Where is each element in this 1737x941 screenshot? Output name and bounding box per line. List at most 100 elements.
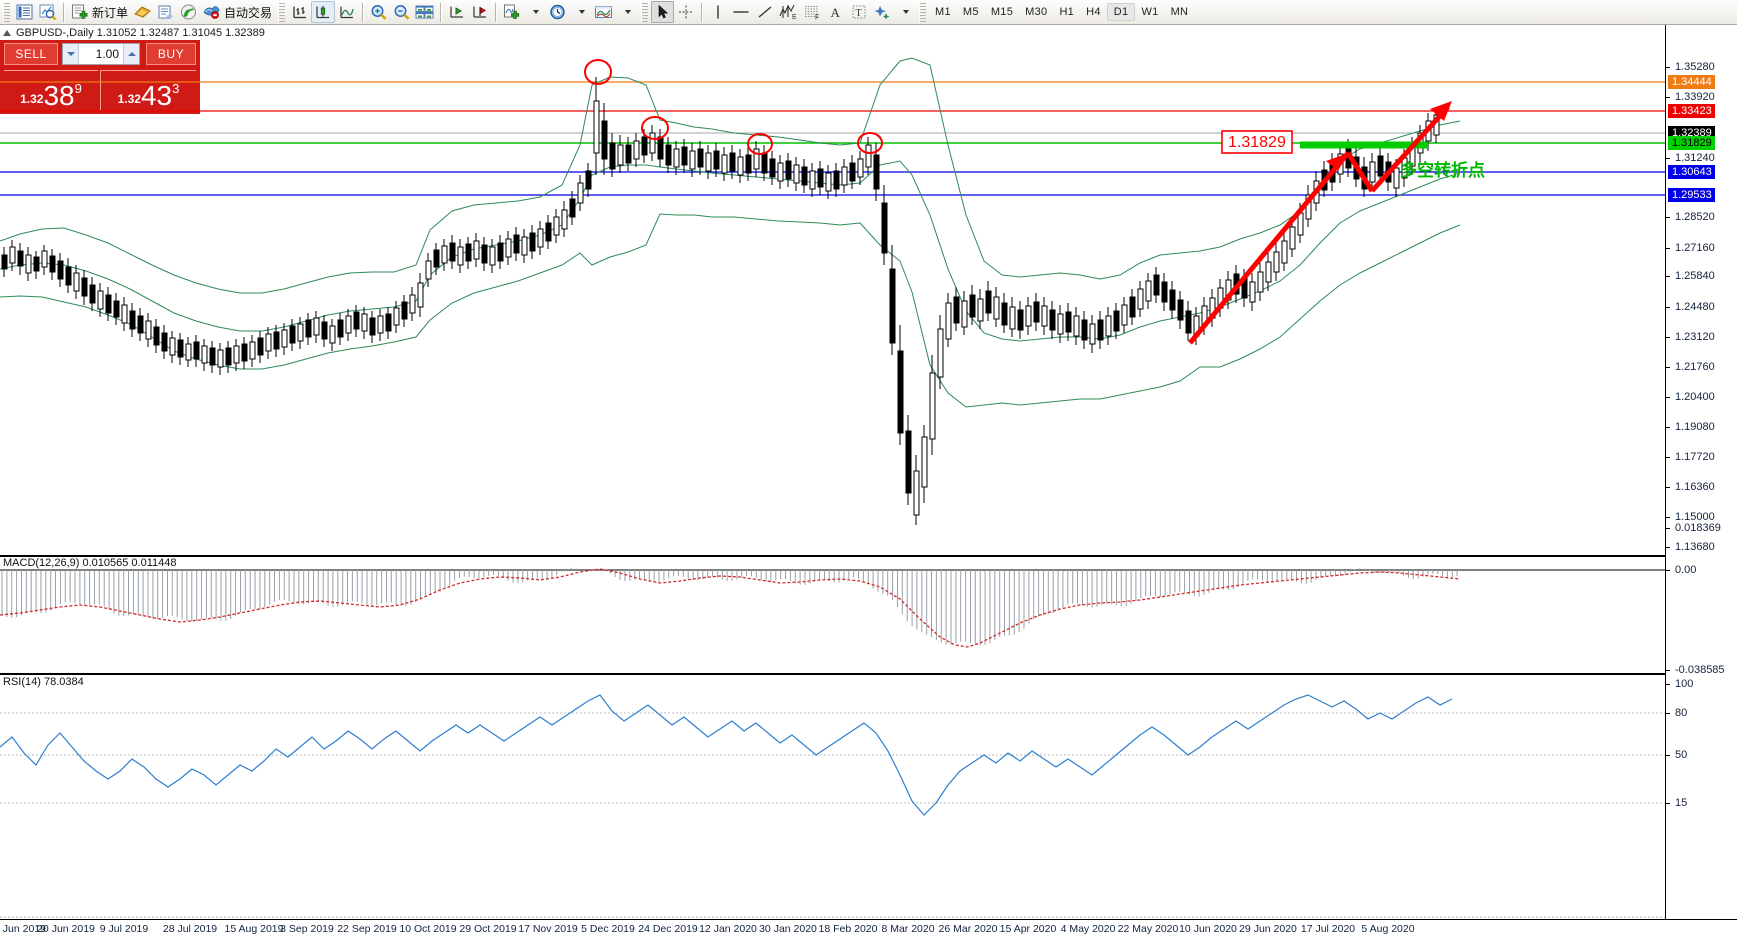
time-tick: 28 Jul 2019 [162,923,218,935]
chart-window[interactable]: GBPUSD-,Daily 1.31052 1.32487 1.31045 1.… [0,25,1737,941]
buy-price-sup: 3 [172,81,180,96]
cursor-icon[interactable] [651,1,675,23]
horizontal-line-icon[interactable] [729,1,753,23]
text-object-icon[interactable]: T [847,1,870,23]
auto-scroll-icon[interactable] [468,1,491,23]
timeframe-d1[interactable]: D1 [1106,3,1136,21]
new-order-label[interactable]: 新订单 [92,5,129,20]
period-icon[interactable] [546,1,569,23]
price-tick: 1.23120 [1666,331,1715,343]
templates-icon[interactable] [592,1,615,23]
time-tick: 26 Mar 2020 [938,923,998,935]
text-label-icon[interactable]: A [824,1,847,23]
price-pane[interactable]: 1.31829 多空转折点 [0,25,1665,555]
buy-price-display[interactable]: 1.32 43 3 [100,70,196,110]
timeframe-w1[interactable]: W1 [1141,6,1159,18]
indicators-dropdown[interactable] [523,1,546,23]
price-tick: 1.13680 [1666,541,1715,553]
time-tick: 1 Jun 2019 [0,923,46,935]
price-tick: 1.31240 [1666,152,1715,164]
autotrading-label[interactable]: 自动交易 [224,5,273,20]
shapes-icon[interactable] [870,1,893,23]
toolbar-grip-2[interactable] [278,2,286,22]
timeframe-m5[interactable]: M5 [962,6,979,18]
price-scale[interactable]: 1.35280 1.33920 1.31240 1.28520 1.27160 1.258… [1665,25,1737,941]
price-tick: 1.35280 [1666,61,1715,73]
buy-label: BUY [157,47,185,61]
trendline-icon[interactable] [753,1,776,23]
timeframe-m15[interactable]: M15 [990,6,1014,18]
candlestick-chart-icon[interactable] [311,1,336,23]
blue-level-lower[interactable]: 1.29533 [1668,188,1715,202]
data-window-icon[interactable] [36,1,59,23]
sell-price-main: 38 [43,80,75,111]
chevron-up-icon[interactable] [123,44,139,64]
toolbar-grip-4[interactable] [919,2,927,22]
period-dropdown[interactable] [569,1,592,23]
time-tick: 4 May 2020 [1060,923,1116,935]
templates-dropdown[interactable] [615,1,638,23]
sell-price-big: 1.32 [20,92,44,106]
tile-windows-icon[interactable] [413,1,436,23]
toolbar-separator-2 [362,2,364,22]
toolbar-separator [63,2,64,22]
timeframe-h1[interactable]: H1 [1059,6,1075,18]
new-order-icon[interactable] [68,1,91,23]
timeframe-mn[interactable]: MN [1170,6,1189,18]
pane-separator-2[interactable] [0,673,1737,675]
toolbar-grip-3[interactable] [641,2,649,22]
vertical-line-icon[interactable] [706,1,729,23]
crosshair-icon[interactable] [674,1,697,23]
chart-symbol-text: GBPUSD-,Daily 1.31052 1.32487 1.31045 1.… [16,26,265,39]
news-icon[interactable] [154,1,177,23]
signals-icon[interactable] [177,1,200,23]
elliott-wave-icon[interactable]: E [776,1,800,23]
timeframe-m30[interactable]: M30 [1025,6,1048,18]
time-tick: 30 Jan 2020 [759,923,817,935]
line-chart-icon[interactable] [335,1,358,23]
bar-chart-icon[interactable] [288,1,311,23]
sell-button[interactable]: SELL [4,43,58,65]
price-tick: 1.20400 [1666,391,1715,403]
volume-stepper[interactable]: 1.00 [62,43,140,65]
zoom-in-icon[interactable] [367,1,390,23]
indicators-icon[interactable] [500,1,523,23]
timeframe-h4[interactable]: H4 [1086,6,1101,18]
macd-tick: -0.038585 [1666,664,1725,676]
timeframe-m1[interactable]: M1 [935,6,951,18]
market-watch-icon[interactable] [13,1,36,23]
chevron-down-icon[interactable] [63,44,79,64]
annotation-price-tag-text: 1.31829 [1228,134,1286,151]
red-level[interactable]: 1.33423 [1668,104,1715,118]
fibonacci-icon[interactable]: F [800,1,824,23]
macd-pane[interactable] [0,557,1665,673]
time-tick: 29 Jun 2020 [1239,923,1297,935]
blue-level-upper[interactable]: 1.30643 [1668,165,1715,179]
expert-advisors-icon[interactable] [131,1,154,23]
timeframe-group: M1 M5 M15 M30 H1 H4 D1 W1 MN [929,3,1194,21]
rsi-title: RSI(14) 78.0384 [3,676,84,688]
time-tick: 15 Aug 2019 [224,923,284,935]
pane-separator-1[interactable] [0,555,1737,557]
volume-value[interactable]: 1.00 [95,47,119,61]
time-tick: 5 Dec 2019 [581,923,635,935]
time-tick: 22 Sep 2019 [337,923,397,935]
chart-shift-icon[interactable] [445,1,468,23]
rsi-pane[interactable] [0,675,1665,918]
price-tick: 1.16360 [1666,481,1715,493]
zoom-out-icon[interactable] [390,1,413,23]
shapes-dropdown[interactable] [893,1,916,23]
strategy-tester-icon[interactable] [200,1,223,23]
sell-price-sup: 9 [74,81,82,96]
toolbar-grip[interactable] [3,2,10,22]
sell-label: SELL [15,47,47,61]
green-level[interactable]: 1.31829 [1668,136,1715,150]
annotation-uptrend-arrow [1188,101,1452,345]
buy-button[interactable]: BUY [146,43,196,65]
sell-price-display[interactable]: 1.32 38 9 [4,70,98,110]
one-click-trading-panel[interactable]: SELL 1.00 BUY 1.32 38 9 1.32 43 3 [0,40,200,114]
orange-level[interactable]: 1.34444 [1668,75,1715,89]
collapse-triangle-icon[interactable] [3,29,11,36]
price-tick: 1.21760 [1666,361,1715,373]
